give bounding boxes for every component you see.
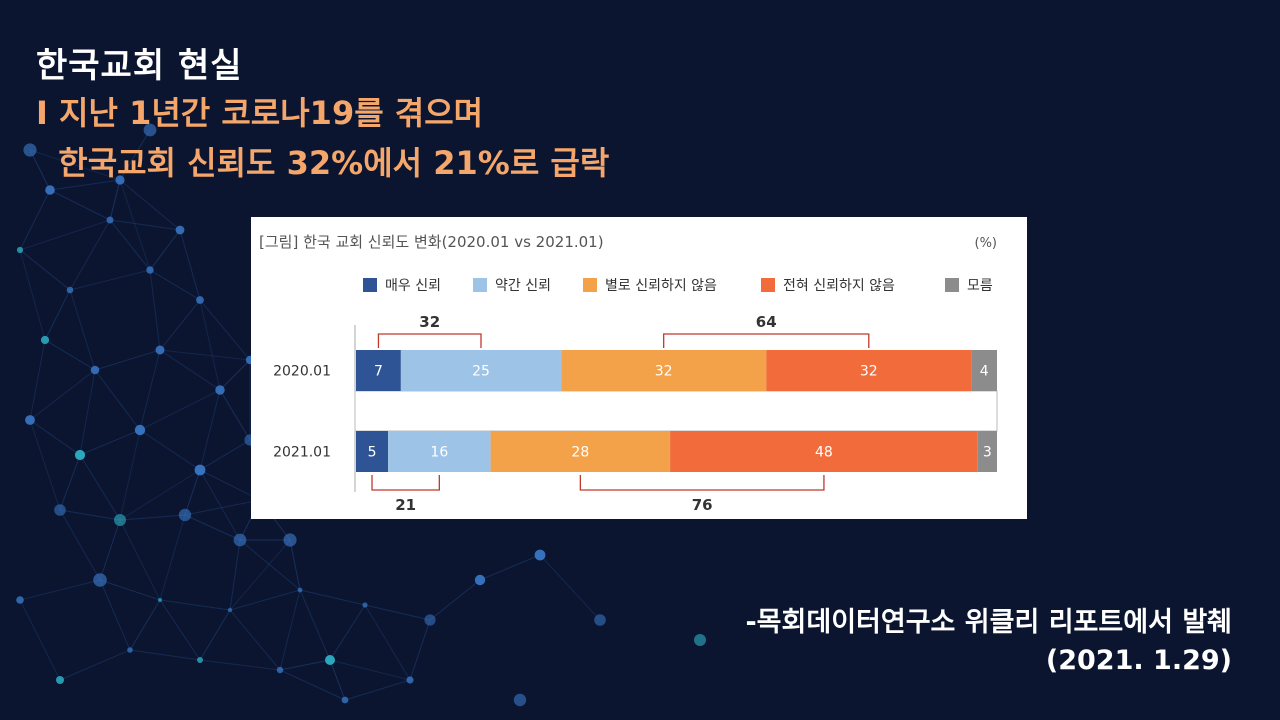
slide-subtitle-line2: 한국교회 신뢰도 32%에서 21%로 급락	[36, 144, 610, 182]
legend-item: 모름	[945, 278, 993, 294]
bar-value-label: 16	[430, 445, 448, 461]
bracket-line	[579, 475, 825, 491]
bracket-total-label: 21	[395, 496, 416, 514]
bracket-line	[371, 475, 440, 491]
legend-item: 별로 신뢰하지 않음	[583, 278, 717, 294]
bar-value-label: 28	[571, 445, 589, 461]
bar-segment	[400, 350, 562, 391]
chart-title: [그림] 한국 교회 신뢰도 변화(2020.01 vs 2021.01)	[259, 233, 604, 251]
legend-label: 매우 신뢰	[385, 278, 441, 294]
bracket-line	[663, 333, 870, 348]
slide-subtitle-line1: I 지난 1년간 코로나19를 겪으며	[36, 94, 484, 132]
bar-segment	[766, 350, 972, 391]
bar-value-label: 7	[374, 364, 383, 380]
bracket-annotation: 21	[371, 475, 440, 514]
legend-label: 별로 신뢰하지 않음	[605, 278, 717, 294]
legend-label: 약간 신뢰	[495, 278, 551, 294]
legend-swatch	[363, 278, 377, 292]
bar-segment	[490, 431, 671, 472]
network-nodes	[16, 123, 706, 707]
bar-segment	[670, 431, 978, 472]
bracket-annotation: 76	[579, 475, 825, 514]
bracket-annotation: 64	[663, 313, 870, 348]
legend-label: 전혀 신뢰하지 않음	[783, 278, 895, 294]
category-label: 2020.01	[273, 364, 331, 380]
bar-value-label: 32	[655, 364, 673, 380]
legend-swatch	[583, 278, 597, 292]
slide-title: 한국교회 현실	[36, 46, 243, 86]
source-date: (2021. 1.29)	[1045, 645, 1232, 676]
bar-value-label: 25	[472, 364, 490, 380]
bar-value-label: 4	[980, 364, 989, 380]
chart-unit: (%)	[975, 236, 998, 251]
legend-label: 모름	[967, 278, 993, 294]
bar-segment	[356, 350, 401, 391]
bracket-total-label: 32	[419, 313, 440, 331]
bar-segment	[356, 431, 389, 472]
legend-swatch	[945, 278, 959, 292]
bracket-total-label: 64	[756, 313, 777, 331]
bar-segment	[977, 431, 997, 472]
stacked-bar-chart: [그림] 한국 교회 신뢰도 변화(2020.01 vs 2021.01) (%)…	[259, 233, 998, 514]
legend-item: 매우 신뢰	[363, 278, 441, 294]
bracket-line	[377, 333, 482, 348]
bar-segment	[561, 350, 767, 391]
bar-value-label: 5	[368, 445, 377, 461]
chart-panel: [그림] 한국 교회 신뢰도 변화(2020.01 vs 2021.01) (%)…	[251, 217, 1027, 519]
legend-item: 전혀 신뢰하지 않음	[761, 278, 895, 294]
category-label: 2021.01	[273, 445, 331, 461]
legend-swatch	[473, 278, 487, 292]
bar-value-label: 3	[983, 445, 992, 461]
chart-gap-frame	[354, 390, 998, 432]
bar-value-label: 48	[815, 445, 833, 461]
bar-value-label: 32	[860, 364, 878, 380]
source-credit: -목회데이터연구소 위클리 리포트에서 발췌	[745, 607, 1232, 638]
bracket-annotation: 32	[377, 313, 482, 348]
bar-segment	[388, 431, 491, 472]
legend-swatch	[761, 278, 775, 292]
network-lines	[19, 129, 601, 701]
bracket-total-label: 76	[692, 496, 713, 514]
bar-segment	[971, 350, 997, 391]
legend-item: 약간 신뢰	[473, 278, 551, 294]
